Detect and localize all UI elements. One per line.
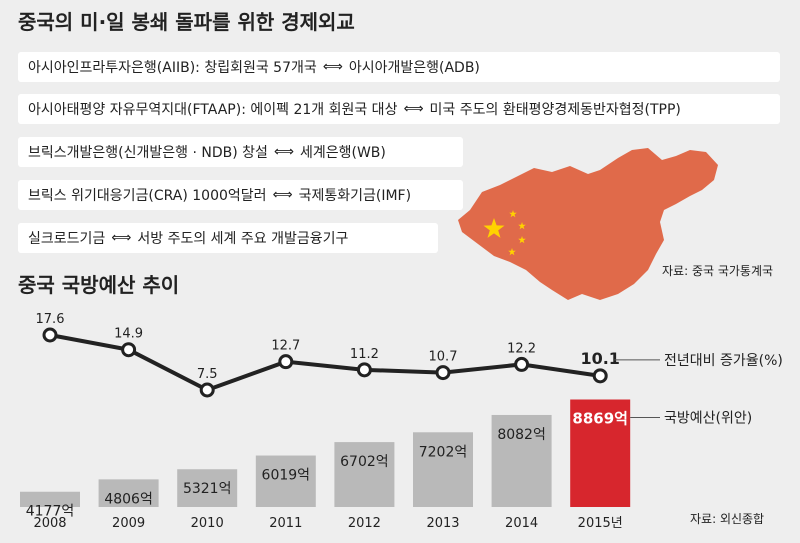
list-item-right: 국제통화기금(IMF): [298, 188, 412, 204]
star-icon: [509, 210, 517, 218]
list-item-left: 브릭스 위기대응기금(CRA) 1000억달러: [28, 188, 267, 204]
list-item: 아시아태평양 자유무역지대(FTAAP): 에이펙 21개 회원국 대상 ⟺ 미…: [18, 94, 780, 124]
chart-source: 자료: 외신종합: [690, 512, 765, 526]
star-icon: [518, 222, 526, 230]
rate-value-label: 7.5: [197, 367, 218, 382]
bar-value-label: 8082억: [497, 427, 546, 443]
bar: [98, 479, 159, 507]
rate-value-label: 17.6: [36, 312, 65, 327]
bar-value-label: 6702억: [340, 454, 389, 470]
double-arrow-icon: ⟺: [403, 101, 424, 117]
x-tick-label: 2013: [426, 516, 459, 531]
china-map-shape: [458, 148, 718, 300]
rate-point: [592, 368, 608, 384]
list-item-left: 아시아인프라투자은행(AIIB): 창립회원국 57개국: [28, 60, 317, 76]
bar: [413, 432, 473, 507]
list-item-left: 아시아태평양 자유무역지대(FTAAP): 에이펙 21개 회원국 대상: [28, 102, 398, 118]
rate-value-label: 12.7: [271, 339, 300, 354]
x-tick-label: 2010: [191, 516, 224, 531]
bar: [20, 491, 80, 507]
list-item: 브릭스 위기대응기금(CRA) 1000억달러 ⟺ 국제통화기금(IMF): [18, 180, 463, 210]
rate-point: [514, 356, 530, 372]
growth-rate-points: [42, 327, 608, 398]
bar-value-label: 4806억: [104, 491, 153, 507]
list-item: 실크로드기금 ⟺ 서방 주도의 세계 주요 개발금융기구: [18, 223, 438, 253]
bar-value-label: 7202억: [419, 444, 468, 460]
list-item-right: 서방 주도의 세계 주요 개발금융기구: [137, 231, 349, 247]
bar-value-label: 4177억: [26, 504, 75, 520]
double-arrow-icon: ⟺: [322, 59, 343, 75]
rate-value-label: 12.2: [507, 341, 536, 356]
x-tick-label: 2012: [348, 516, 381, 531]
legend-bar-label: 국방예산(위안): [664, 411, 752, 427]
rate-point: [199, 382, 215, 398]
rate-point: [121, 342, 137, 358]
bar: [177, 469, 238, 507]
top-title: 중국의 미·일 봉쇄 돌파를 위한 경제외교: [18, 10, 355, 34]
bar-value-label: 8869억: [572, 410, 628, 428]
legend-rate-label: 전년대비 증가율(%): [664, 353, 783, 369]
x-tick-label: 2011: [269, 516, 302, 531]
bar: [334, 442, 395, 507]
list-item-right: 미국 주도의 환태평양경제동반자협정(TPP): [429, 102, 681, 118]
bar: [570, 399, 631, 507]
star-icon: [518, 236, 526, 244]
rate-value-label: 14.9: [114, 327, 143, 342]
list-item: 브릭스개발은행(신개발은행 · NDB) 창설 ⟺ 세계은행(WB): [18, 137, 463, 167]
rate-value-label: 10.1: [580, 349, 619, 368]
bar-series: [20, 399, 631, 507]
rate-point: [356, 362, 372, 378]
x-tick-label: 2008: [33, 516, 66, 531]
chart-title: 중국 국방예산 추이: [18, 273, 180, 297]
list-item-right: 아시아개발은행(ADB): [348, 60, 480, 76]
top-source: 자료: 중국 국가통계국: [662, 264, 774, 278]
flag-stars: [483, 210, 526, 256]
bar-labels: 4177억 4806억 5321억 6019억 6702억 7202억 8082억 8869억: [26, 410, 628, 520]
rate-point: [435, 365, 451, 381]
x-tick-label: 2015년: [578, 516, 623, 531]
list-item-left: 브릭스개발은행(신개발은행 · NDB) 창설: [28, 145, 268, 161]
bar-value-label: 6019억: [262, 468, 311, 484]
x-tick-label: 2014: [505, 516, 538, 531]
double-arrow-icon: ⟺: [272, 187, 293, 203]
rate-value-label: 10.7: [429, 350, 458, 365]
bar: [255, 455, 316, 507]
bar: [491, 414, 552, 507]
star-icon: [508, 248, 516, 256]
double-arrow-icon: ⟺: [111, 230, 132, 246]
rate-value-label: 11.2: [350, 347, 379, 362]
bar-value-label: 5321억: [183, 481, 232, 497]
growth-rate-line: [49, 333, 601, 393]
list-item-right: 세계은행(WB): [299, 145, 386, 161]
growth-rate-labels: 17.6 14.9 7.5 12.7 11.2 10.7 12.2 10.1: [36, 312, 620, 382]
list-item-left: 실크로드기금: [28, 231, 106, 247]
star-icon: [483, 218, 505, 238]
list-item: 아시아인프라투자은행(AIIB): 창립회원국 57개국 ⟺ 아시아개발은행(A…: [18, 52, 780, 82]
x-tick-labels: 2008 2009 2010 2011 2012 2013 2014 2015년: [33, 516, 622, 531]
rate-point: [42, 327, 58, 343]
rate-point: [278, 354, 294, 370]
legend: 전년대비 증가율(%) 국방예산(위안): [614, 353, 783, 427]
x-tick-label: 2009: [112, 516, 145, 531]
double-arrow-icon: ⟺: [273, 144, 294, 160]
